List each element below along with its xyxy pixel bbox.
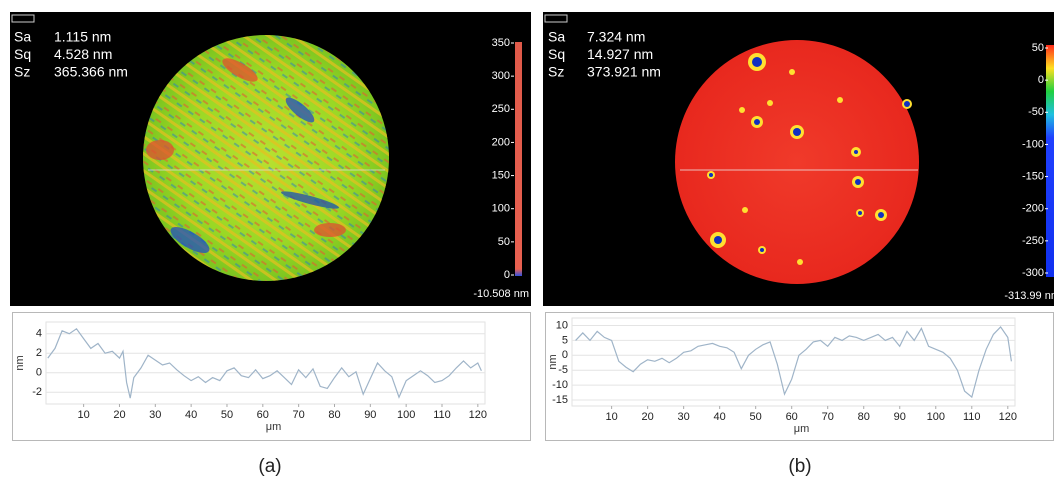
x-tick-label: 70 bbox=[822, 411, 834, 423]
page: {"panels": [ {"caption": "(a)", "stats":… bbox=[0, 0, 1054, 481]
colorbar-tick-label: -150 bbox=[1022, 170, 1044, 182]
x-tick-label: 50 bbox=[221, 409, 233, 421]
x-tick-label: 110 bbox=[433, 409, 451, 421]
x-tick-label: 120 bbox=[999, 411, 1017, 423]
stat-value: 7.324 nm bbox=[587, 29, 645, 45]
caption: (b) bbox=[788, 456, 811, 477]
surface-map bbox=[675, 40, 919, 284]
caption: (a) bbox=[258, 456, 281, 477]
colorbar-tick-label: -250 bbox=[1022, 235, 1044, 247]
colorbar-tick-label: 0 bbox=[504, 269, 510, 281]
x-tick-label: 80 bbox=[858, 411, 870, 423]
y-tick-label: -2 bbox=[32, 386, 42, 398]
x-tick-label: 120 bbox=[469, 409, 487, 421]
x-tick-label: 30 bbox=[149, 409, 161, 421]
stat-value: 365.366 nm bbox=[54, 64, 128, 80]
y-axis-label: nm bbox=[547, 354, 559, 369]
x-tick-label: 50 bbox=[750, 411, 762, 423]
stat-value: 373.921 nm bbox=[587, 64, 661, 80]
stat-value: 14.927 nm bbox=[587, 46, 653, 62]
stat-label: Sz bbox=[548, 64, 564, 80]
x-tick-label: 60 bbox=[786, 411, 798, 423]
colorbar-tick-label: 350 bbox=[492, 37, 510, 49]
colorbar-tick-label: -100 bbox=[1022, 138, 1044, 150]
y-tick-label: 0 bbox=[562, 349, 568, 361]
y-tick-label: 4 bbox=[36, 328, 42, 340]
x-tick-label: 40 bbox=[185, 409, 197, 421]
stat-label: Sz bbox=[14, 64, 30, 80]
stat-value: 1.115 nm bbox=[54, 29, 111, 45]
x-tick-label: 90 bbox=[894, 411, 906, 423]
y-tick-label: -15 bbox=[552, 394, 568, 406]
x-tick-label: 10 bbox=[78, 409, 90, 421]
y-axis-label: nm bbox=[14, 355, 26, 370]
colorbar-tick-label: 0 bbox=[1038, 74, 1044, 86]
colorbar-tick-label: 150 bbox=[492, 169, 510, 181]
stat-value: 4.528 nm bbox=[54, 46, 112, 62]
stat-label: Sq bbox=[548, 46, 565, 62]
x-axis-label: μm bbox=[266, 421, 282, 433]
surface-texture bbox=[143, 35, 389, 281]
colorbar-tick-label: 200 bbox=[492, 136, 510, 148]
colorbar-tick-label: 250 bbox=[492, 103, 510, 115]
y-tick-label: -5 bbox=[558, 364, 568, 376]
x-tick-label: 70 bbox=[293, 409, 305, 421]
x-tick-label: 20 bbox=[642, 411, 654, 423]
colorbar-tick-label: 300 bbox=[492, 70, 510, 82]
figure: (a) (b) Sa 7.324 nm Sq 14.927 nm Sz 373.921 n… bbox=[0, 0, 1054, 481]
colorbar-tick-label: -50 bbox=[1028, 106, 1044, 118]
colorbar-tick-label: 50 bbox=[498, 236, 510, 248]
stat-label: Sa bbox=[548, 29, 565, 45]
colorbar bbox=[515, 42, 522, 276]
x-axis-label: μm bbox=[794, 423, 810, 435]
x-tick-label: 40 bbox=[714, 411, 726, 423]
colorbar-tick-label: 100 bbox=[492, 203, 510, 215]
stat-label: Sq bbox=[14, 46, 31, 62]
x-tick-label: 100 bbox=[927, 411, 945, 423]
y-tick-label: -10 bbox=[552, 379, 568, 391]
colorbar-tick-label: -200 bbox=[1022, 203, 1044, 215]
colorbar-min-label: -10.508 nm bbox=[473, 288, 529, 300]
colorbar-min-label: -313.99 nm bbox=[1004, 290, 1054, 302]
x-tick-label: 100 bbox=[397, 409, 415, 421]
colorbar-tick-label: -300 bbox=[1022, 267, 1044, 279]
x-tick-label: 10 bbox=[605, 411, 617, 423]
x-tick-label: 90 bbox=[364, 409, 376, 421]
x-tick-label: 30 bbox=[678, 411, 690, 423]
y-tick-label: 5 bbox=[562, 334, 568, 346]
x-tick-label: 60 bbox=[257, 409, 269, 421]
y-tick-label: 2 bbox=[36, 347, 42, 359]
x-tick-label: 20 bbox=[113, 409, 125, 421]
stat-label: Sa bbox=[14, 29, 31, 45]
y-tick-label: 0 bbox=[36, 367, 42, 379]
colorbar-tick-label: 50 bbox=[1032, 42, 1044, 54]
x-tick-label: 110 bbox=[963, 411, 981, 423]
y-tick-label: 10 bbox=[556, 319, 568, 331]
x-tick-label: 80 bbox=[328, 409, 340, 421]
